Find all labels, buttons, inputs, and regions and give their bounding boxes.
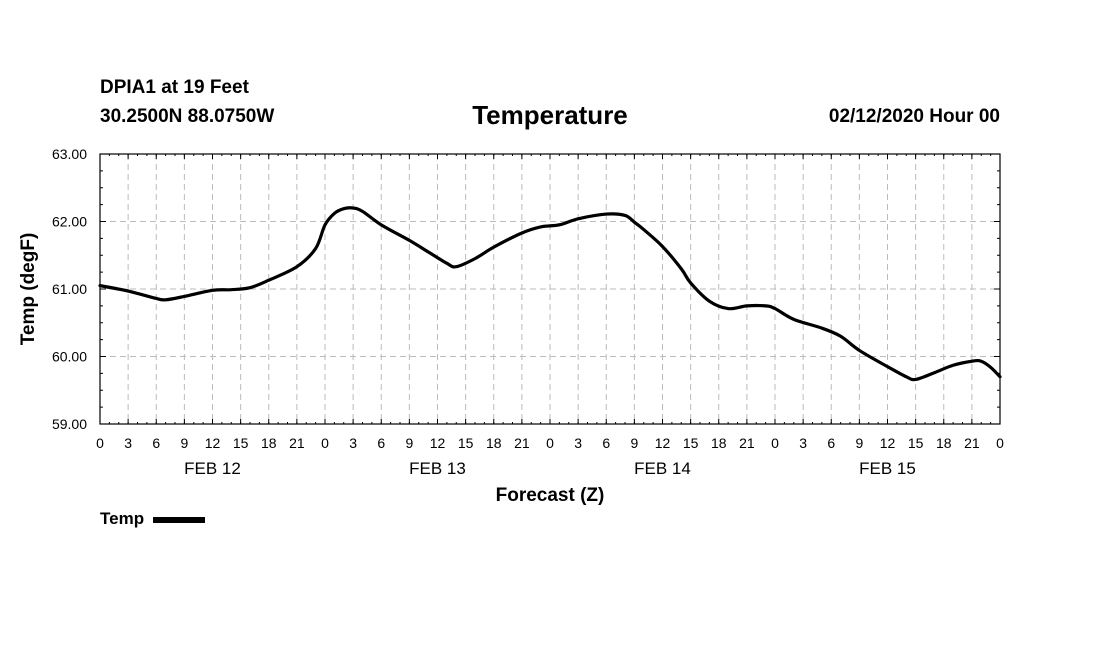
x-tick-label: 6 xyxy=(377,435,385,451)
y-tick-label: 62.00 xyxy=(52,214,87,230)
x-tick-label: 12 xyxy=(430,435,446,451)
x-tick-label: 18 xyxy=(261,435,277,451)
x-tick-label: 9 xyxy=(630,435,638,451)
x-tick-label: 3 xyxy=(124,435,132,451)
forecast-datetime: 02/12/2020 Hour 00 xyxy=(828,106,1000,127)
legend-label: Temp xyxy=(100,509,145,528)
y-tick-labels: 59.00 60.00 61.00 62.00 63.00 xyxy=(52,146,87,432)
x-tick-label: 0 xyxy=(96,435,104,451)
x-tick-label: 0 xyxy=(996,435,1004,451)
temp-series-line xyxy=(98,206,1002,382)
x-tick-label: 15 xyxy=(683,435,699,451)
x-tick-label: 6 xyxy=(827,435,835,451)
y-tick-label: 63.00 xyxy=(52,146,87,162)
x-tick-label: 15 xyxy=(233,435,249,451)
x-tick-label: 18 xyxy=(936,435,952,451)
x-tick-label: 3 xyxy=(574,435,582,451)
x-tick-label: 6 xyxy=(152,435,160,451)
x-tick-label: 0 xyxy=(771,435,779,451)
day-label: FEB 12 xyxy=(184,459,241,478)
x-tick-label: 12 xyxy=(880,435,896,451)
chart-title: Temperature xyxy=(0,100,1100,131)
x-tick-label: 12 xyxy=(655,435,671,451)
x-tick-label: 18 xyxy=(711,435,727,451)
x-tick-label: 3 xyxy=(349,435,357,451)
x-tick-label: 21 xyxy=(514,435,530,451)
coordinates-label: 30.2500N 88.0750W xyxy=(100,106,275,127)
x-tick-label: 3 xyxy=(799,435,807,451)
station-label: DPIA1 at 19 Feet xyxy=(100,77,249,98)
day-labels: FEB 12 FEB 13 FEB 14 FEB 15 xyxy=(184,459,916,478)
x-tick-label: 15 xyxy=(908,435,924,451)
x-tick-label: 21 xyxy=(289,435,305,451)
x-tick-label: 9 xyxy=(405,435,413,451)
legend: Temp xyxy=(100,509,206,529)
x-tick-label: 0 xyxy=(321,435,329,451)
x-tick-label: 21 xyxy=(964,435,980,451)
y-tick-label: 61.00 xyxy=(52,281,87,297)
y-axis-label: Temp (degF) xyxy=(18,233,39,346)
y-tick-label: 60.00 xyxy=(52,349,87,365)
x-tick-label: 0 xyxy=(546,435,554,451)
x-axis-label: Forecast (Z) xyxy=(496,485,605,506)
day-label: FEB 15 xyxy=(859,459,916,478)
day-label: FEB 14 xyxy=(634,459,691,478)
x-tick-label: 6 xyxy=(602,435,610,451)
day-label: FEB 13 xyxy=(409,459,466,478)
x-tick-labels: 0 3 6 9 12 15 18 21 0 3 6 9 12 15 18 21 0 3 6 9 12 15 18 21 0 3 6 9… xyxy=(96,435,1004,451)
y-tick-label: 59.00 xyxy=(52,416,87,432)
x-tick-label: 21 xyxy=(739,435,755,451)
x-tick-label: 15 xyxy=(458,435,474,451)
x-tick-label: 9 xyxy=(855,435,863,451)
x-tick-label: 9 xyxy=(180,435,188,451)
x-tick-label: 12 xyxy=(205,435,221,451)
chart-title-text: Temperature xyxy=(472,100,628,130)
x-tick-label: 18 xyxy=(486,435,502,451)
legend-line-swatch xyxy=(153,517,206,523)
grid-lines xyxy=(100,154,1000,424)
